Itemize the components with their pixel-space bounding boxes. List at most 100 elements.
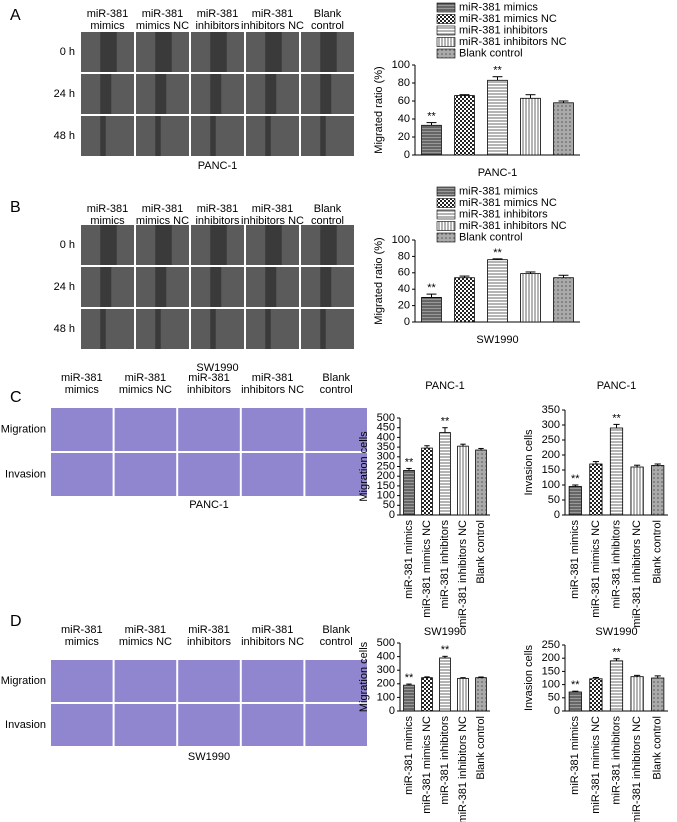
wound-area: [210, 74, 222, 114]
legend-swatch: [436, 14, 456, 24]
panel-caption: PANC-1: [198, 160, 238, 172]
column-header: miR-381: [61, 624, 103, 636]
column-header: Blank: [314, 203, 342, 215]
micrograph: [51, 408, 113, 451]
x-tick-label: miR-381 mimics: [569, 716, 581, 795]
column-header: mimics: [65, 384, 100, 396]
y-tick-label: 200: [542, 449, 560, 461]
row-label: Migration: [1, 675, 46, 687]
x-tick-label: miR-381 inhibitors NC: [457, 716, 469, 822]
bar: [475, 677, 487, 712]
wound-area: [265, 225, 282, 265]
x-tick-label: miR-381 inhibitors NC: [631, 520, 643, 628]
micrograph: [114, 660, 177, 702]
y-tick-label: 300: [542, 419, 560, 431]
column-header: Blank: [322, 372, 350, 384]
legend-swatch: [436, 37, 456, 47]
y-tick-label: 0: [554, 705, 560, 717]
y-tick-label: 150: [542, 464, 560, 476]
x-tick-label: Blank control: [475, 520, 487, 584]
y-tick-label: 20: [398, 300, 410, 312]
legend-label: Blank control: [459, 231, 523, 243]
micrograph: [305, 660, 367, 702]
row-label: 24 h: [54, 281, 75, 293]
column-header: miR-381: [61, 372, 103, 384]
bar: [553, 102, 574, 156]
panel-letter: B: [10, 199, 21, 216]
y-tick-label: 0: [389, 705, 395, 717]
legend-label: Blank control: [459, 47, 523, 59]
y-tick-label: 60: [398, 267, 410, 279]
wound-area: [265, 74, 277, 114]
column-header: inhibitors: [195, 20, 240, 32]
y-tick-label: 50: [383, 499, 395, 511]
y-tick-label: 0: [389, 509, 395, 521]
y-axis-label: Migrated ratio (%): [373, 66, 385, 153]
bar: [421, 296, 442, 323]
y-tick-label: 250: [542, 639, 560, 651]
y-tick-label: 500: [377, 637, 395, 649]
column-header: control: [311, 20, 344, 32]
y-tick-label: 0: [404, 149, 410, 161]
column-header: miR-381: [87, 8, 129, 20]
bar: [487, 79, 508, 156]
bar: [630, 466, 644, 516]
x-tick-label: miR-381 inhibitors: [610, 520, 622, 609]
wound-area: [210, 116, 216, 156]
y-tick-label: 250: [377, 460, 395, 472]
column-header: mimics: [65, 636, 100, 648]
y-tick-label: 0: [554, 509, 560, 521]
bar: [421, 124, 442, 156]
y-tick-label: 400: [377, 651, 395, 663]
wound-area: [210, 267, 222, 307]
bar: [403, 684, 415, 712]
y-axis-label: Migration cells: [358, 431, 370, 502]
x-tick-label: miR-381 mimics NC: [421, 716, 433, 814]
bar: [487, 259, 508, 323]
significance: **: [441, 644, 450, 656]
micrograph: [136, 309, 189, 349]
bar: [520, 273, 541, 323]
y-tick-label: 150: [542, 665, 560, 677]
significance: **: [441, 416, 450, 428]
y-tick-label: 50: [548, 692, 560, 704]
wound-area: [210, 225, 227, 265]
micrograph: [241, 704, 304, 746]
column-header: mimics NC: [119, 384, 172, 396]
bar: [454, 277, 475, 323]
y-tick-label: 300: [377, 451, 395, 463]
wound-area: [100, 74, 112, 114]
significance: **: [427, 111, 436, 123]
legend-label: miR-381 mimics NC: [459, 197, 557, 209]
micrograph: [241, 660, 304, 702]
wound-area: [265, 309, 271, 349]
significance: **: [612, 412, 621, 424]
x-tick-label: miR-381 inhibitors: [439, 716, 451, 805]
y-axis-label: Migration cells: [358, 641, 370, 712]
column-header: control: [320, 636, 353, 648]
x-tick-label: Blank control: [652, 520, 664, 584]
bar: [651, 465, 665, 516]
wound-area: [155, 309, 161, 349]
y-tick-label: 40: [398, 283, 410, 295]
bar: [475, 449, 487, 516]
panel-caption: SW1990: [196, 362, 238, 374]
y-tick-label: 80: [398, 77, 410, 89]
column-header: miR-381: [197, 8, 239, 20]
x-tick-label: miR-381 mimics: [569, 520, 581, 599]
y-axis-label: Migrated ratio (%): [373, 237, 385, 324]
y-tick-label: 100: [542, 679, 560, 691]
column-header: inhibitors: [195, 215, 240, 227]
legend-label: miR-381 mimics NC: [459, 13, 557, 25]
bar: [609, 427, 624, 516]
legend-label: miR-381 inhibitors: [459, 208, 548, 220]
y-tick-label: 200: [377, 678, 395, 690]
panel-letter: C: [10, 389, 22, 406]
x-tick-label: miR-381 inhibitors: [610, 716, 622, 805]
column-header: miR-381: [87, 203, 129, 215]
x-tick-label: miR-381 inhibitors NC: [631, 716, 643, 822]
micrograph: [81, 309, 134, 349]
significance: **: [405, 672, 414, 684]
panel-letter: D: [10, 613, 22, 630]
